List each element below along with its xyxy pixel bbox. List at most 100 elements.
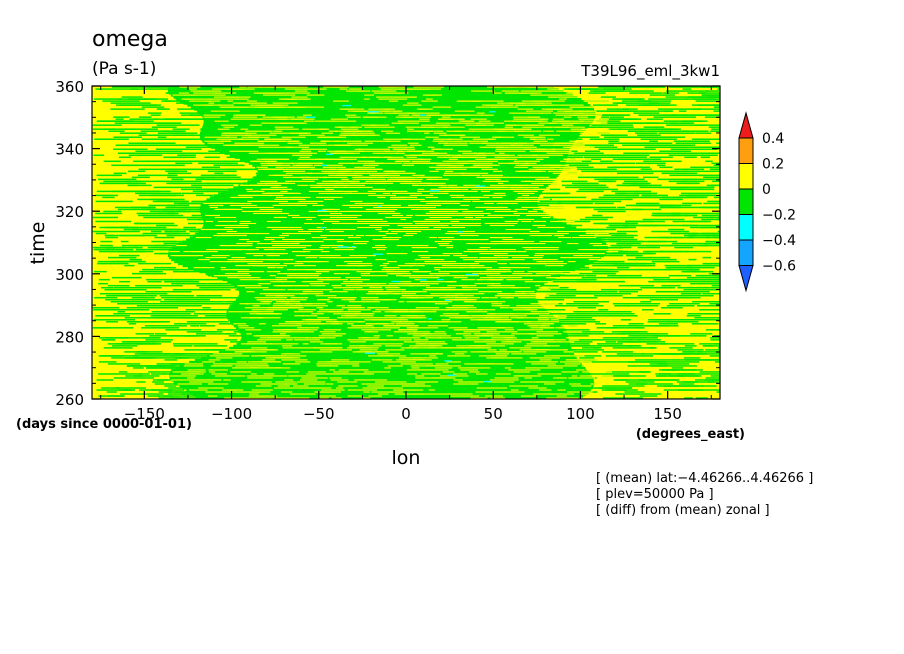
field-streak-negative <box>105 298 130 301</box>
field-streak-positive <box>551 240 559 243</box>
field-streak-negative <box>114 260 140 263</box>
field-streak-positive <box>205 257 227 259</box>
field-streak-positive <box>383 86 406 88</box>
field-streak-negative <box>190 278 225 281</box>
field-streak-positive <box>260 164 282 166</box>
field-streak-negative <box>418 375 459 377</box>
field-streak-positive <box>211 255 221 257</box>
field-streak-positive <box>383 156 404 158</box>
field-streak-negative <box>162 278 173 281</box>
field-streak-negative <box>363 375 390 377</box>
field-streak-positive <box>493 192 506 194</box>
field-streak-negative <box>107 256 137 259</box>
field-streak-negative <box>501 152 530 155</box>
field-streak-positive <box>457 150 472 152</box>
field-streak-negative <box>587 92 606 94</box>
field-streak-positive <box>434 269 441 271</box>
field-streak-negative <box>462 246 482 249</box>
field-streak-positive <box>349 228 356 231</box>
field-streak-negative <box>202 102 232 104</box>
field-streak-positive <box>322 166 346 168</box>
field-streak-positive <box>310 168 336 170</box>
field-streak-positive <box>210 110 240 112</box>
field-streak-positive <box>440 343 448 345</box>
field-streak-negative <box>600 160 613 163</box>
field-streak-negative <box>612 158 636 161</box>
field-streak-positive <box>386 285 414 287</box>
field-streak-positive <box>475 373 488 375</box>
field-streak-negative <box>343 353 370 355</box>
field-streak-negative <box>473 134 521 136</box>
field-streak-positive <box>417 194 434 196</box>
field-streak-positive <box>349 347 366 349</box>
field-streak-negative <box>113 313 157 315</box>
field-streak-negative <box>605 355 633 357</box>
field-streak-positive <box>286 371 300 373</box>
field-streak-negative <box>317 345 353 347</box>
field-streak-positive <box>454 263 475 265</box>
field-streak-positive <box>475 122 504 124</box>
field-streak-negative <box>678 110 687 112</box>
field-streak-negative <box>457 321 497 323</box>
field-streak-negative <box>297 220 314 223</box>
field-streak-negative <box>701 232 720 235</box>
field-streak-positive <box>354 176 383 178</box>
field-streak-positive <box>420 257 430 259</box>
field-streak-positive <box>320 245 344 247</box>
field-streak-negative <box>659 166 673 169</box>
field-streak-positive <box>528 333 562 335</box>
field-streak-negative <box>642 224 667 227</box>
field-streak-positive <box>337 381 358 383</box>
field-streak-negative <box>631 208 662 211</box>
field-streak-positive <box>476 279 482 281</box>
field-streak-positive <box>343 140 362 142</box>
field-streak-negative <box>94 327 111 329</box>
field-band-negative <box>168 250 608 254</box>
field-streak-positive <box>381 130 394 132</box>
field-streak-negative <box>557 339 580 341</box>
field-streak-negative <box>536 132 562 134</box>
field-streak-negative <box>103 210 122 213</box>
field-streak-negative <box>138 116 152 118</box>
field-streak-negative <box>560 343 570 345</box>
field-streak-positive <box>350 182 367 184</box>
field-streak-positive <box>490 317 501 319</box>
field-streak-negative <box>563 254 572 257</box>
field-streak-positive <box>437 156 446 158</box>
field-streak-positive <box>353 313 375 315</box>
field-streak-negative <box>194 302 239 305</box>
field-streak-positive <box>236 243 253 245</box>
field-streak-positive <box>447 285 468 287</box>
field-streak-negative <box>593 208 643 211</box>
field-streak-positive <box>458 367 491 369</box>
field-streak-negative <box>376 220 403 223</box>
field-streak-positive <box>338 162 355 164</box>
field-streak-positive <box>446 130 462 132</box>
field-streak-positive <box>443 142 468 144</box>
field-streak-negative <box>188 222 207 225</box>
field-streak-positive <box>513 371 531 373</box>
field-streak-negative <box>506 252 518 255</box>
field-streak-negative <box>139 134 161 136</box>
field-streak-positive <box>310 341 324 343</box>
field-streak-positive <box>267 337 296 339</box>
field-streak-positive <box>334 249 355 251</box>
field-band-negative <box>206 198 538 201</box>
field-streak-negative <box>484 126 507 128</box>
field-streak-positive <box>382 192 391 194</box>
field-streak-positive <box>513 116 541 118</box>
field-streak-positive <box>281 136 306 138</box>
field-streak-positive <box>364 94 374 96</box>
field-streak-negative <box>302 214 320 217</box>
field-streak-positive <box>412 184 419 186</box>
field-streak-positive <box>274 335 291 337</box>
field-streak-negative <box>100 355 124 357</box>
field-streak-positive <box>470 251 499 253</box>
field-streak-positive <box>296 327 320 329</box>
field-streak-positive <box>512 307 545 309</box>
field-streak-positive <box>495 150 526 152</box>
field-streak-negative <box>181 246 225 249</box>
field-streak-positive <box>297 240 324 243</box>
field-streak-negative <box>285 120 319 122</box>
field-streak-negative <box>699 343 720 345</box>
